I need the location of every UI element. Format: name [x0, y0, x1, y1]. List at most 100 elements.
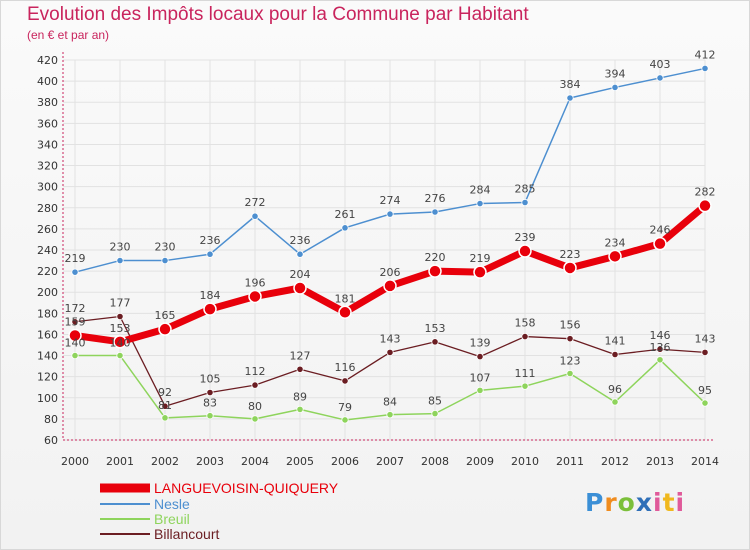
point-nesle	[206, 250, 214, 258]
data-label-breuil: 81	[158, 399, 172, 412]
data-label-nesle: 274	[380, 194, 401, 207]
point-breuil	[71, 351, 79, 360]
logo-letter: t	[662, 488, 676, 517]
data-label-nesle: 285	[515, 183, 536, 196]
data-label-nesle: 230	[110, 241, 131, 254]
point-languevoisin	[428, 264, 442, 278]
point-billancourt	[701, 348, 709, 356]
x-tick-label: 2009	[466, 455, 494, 468]
point-breuil	[431, 410, 439, 418]
point-breuil	[251, 415, 259, 423]
data-label-nesle: 394	[605, 67, 626, 80]
data-label-languevoisin: 219	[470, 252, 491, 265]
data-label-breuil: 83	[203, 397, 217, 410]
data-label-nesle: 384	[560, 78, 581, 91]
data-label-billancourt: 153	[425, 322, 446, 335]
point-nesle	[656, 74, 664, 82]
point-languevoisin	[158, 322, 172, 336]
data-label-languevoisin: 239	[515, 231, 536, 244]
legend-label-breuil: Breuil	[154, 511, 190, 527]
data-label-languevoisin: 223	[560, 248, 581, 261]
point-languevoisin	[248, 289, 262, 304]
point-nesle	[476, 199, 484, 208]
data-label-languevoisin: 181	[335, 292, 356, 305]
x-tick-label: 2012	[601, 455, 629, 468]
y-tick-label: 260	[37, 223, 58, 236]
data-label-breuil: 95	[698, 384, 712, 397]
point-nesle	[386, 210, 394, 218]
y-tick-label: 120	[37, 371, 58, 384]
point-nesle	[116, 256, 124, 265]
point-billancourt	[206, 388, 214, 397]
data-label-breuil: 79	[338, 401, 352, 414]
y-tick-label: 320	[37, 160, 58, 173]
y-tick-label: 80	[44, 413, 58, 426]
point-billancourt	[296, 365, 304, 373]
logo-letter: r	[604, 488, 618, 517]
data-label-billancourt: 177	[110, 297, 131, 310]
y-tick-label: 160	[37, 328, 58, 341]
y-tick-label: 340	[37, 138, 58, 151]
y-tick-label: 200	[37, 286, 58, 299]
chart-title: Evolution des Impôts locaux pour la Comm…	[27, 4, 529, 25]
point-nesle	[71, 268, 79, 276]
legend-label-billancourt: Billancourt	[154, 526, 219, 542]
x-tick-label: 2008	[421, 455, 449, 468]
series-layer	[68, 64, 712, 424]
data-label-breuil: 107	[470, 371, 491, 384]
y-tick-label: 60	[44, 434, 58, 447]
point-languevoisin	[563, 261, 577, 275]
point-breuil	[611, 398, 619, 406]
y-tick-label: 140	[37, 350, 58, 363]
chart-subtitle: (en € et par an)	[27, 28, 110, 42]
point-languevoisin	[653, 236, 667, 251]
point-breuil	[701, 399, 709, 407]
data-label-breuil: 96	[608, 383, 622, 396]
data-label-billancourt: 156	[560, 319, 581, 332]
data-label-languevoisin: 165	[155, 309, 176, 322]
point-billancourt	[341, 377, 349, 385]
data-label-languevoisin: 196	[245, 276, 266, 289]
point-languevoisin	[383, 279, 397, 293]
y-tick-label: 380	[37, 96, 58, 109]
data-label-breuil: 123	[560, 355, 581, 368]
data-label-languevoisin: 234	[605, 236, 626, 249]
data-label-nesle: 284	[470, 184, 491, 197]
data-label-languevoisin: 246	[650, 224, 671, 237]
point-breuil	[116, 351, 124, 360]
y-tick-label: 280	[37, 202, 58, 215]
data-label-billancourt: 146	[650, 329, 671, 342]
data-label-nesle: 272	[245, 196, 266, 209]
proxiti-logo: Proxiti	[585, 488, 685, 517]
data-label-billancourt: 141	[605, 335, 626, 348]
y-tick-label: 420	[37, 54, 58, 67]
x-tick-label: 2001	[106, 455, 134, 468]
x-axis: 2000 2001 2002 2003 2004 2005 2006 2007 2008 2009…	[61, 439, 719, 468]
y-axis: 60 80 100 120 140 160 180 200 220 240 260 280 300 320…	[37, 52, 64, 447]
data-label-billancourt: 127	[290, 349, 311, 362]
point-breuil	[161, 414, 169, 422]
data-label-languevoisin: 282	[695, 186, 716, 199]
point-billancourt	[611, 350, 619, 359]
x-tick-label: 2005	[286, 455, 314, 468]
data-label-nesle: 236	[290, 234, 311, 247]
point-languevoisin	[698, 198, 712, 213]
data-label-billancourt: 143	[380, 332, 401, 345]
point-breuil	[521, 382, 529, 390]
point-breuil	[656, 356, 664, 364]
point-nesle	[251, 212, 259, 220]
y-tick-label: 400	[37, 75, 58, 88]
point-nesle	[431, 208, 439, 216]
point-billancourt	[251, 381, 259, 389]
data-label-breuil: 111	[515, 367, 536, 380]
logo-letter: x	[635, 488, 653, 517]
point-languevoisin	[473, 265, 487, 279]
point-breuil	[296, 405, 304, 413]
data-label-billancourt: 105	[200, 373, 221, 386]
data-label-billancourt: 112	[245, 365, 266, 378]
point-billancourt	[161, 402, 169, 410]
point-languevoisin	[518, 244, 532, 258]
point-languevoisin	[68, 328, 82, 343]
x-tick-label: 2002	[151, 455, 179, 468]
